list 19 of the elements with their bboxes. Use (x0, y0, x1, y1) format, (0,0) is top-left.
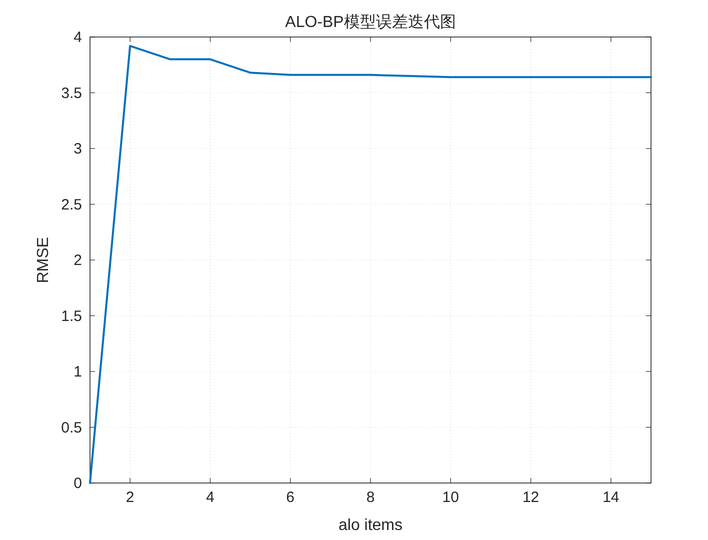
y-tick-label: 0.5 (61, 419, 82, 436)
y-tick-label: 4 (74, 29, 82, 46)
y-axis-title: RMSE (35, 236, 52, 284)
x-tick-label: 10 (442, 489, 459, 506)
x-tick-label: 8 (366, 489, 375, 506)
x-axis-title: alo items (338, 517, 403, 534)
y-tick-label: 0 (74, 475, 82, 492)
x-tick-label: 14 (602, 489, 620, 506)
y-tick-label: 3 (74, 140, 82, 158)
y-tick-label: 1 (74, 364, 82, 380)
x-tick-label: 2 (126, 489, 134, 506)
x-tick-label: 6 (286, 489, 295, 506)
y-tick-label: 1.5 (61, 308, 82, 325)
chart-title: ALO-BP模型误差迭代图 (285, 13, 456, 31)
y-tick-label: 3.5 (61, 84, 82, 102)
y-tick-label: 2 (74, 252, 82, 269)
y-tick-label: 2.5 (61, 196, 82, 214)
x-tick-label: 12 (522, 489, 540, 506)
x-tick-label: 4 (206, 489, 214, 506)
